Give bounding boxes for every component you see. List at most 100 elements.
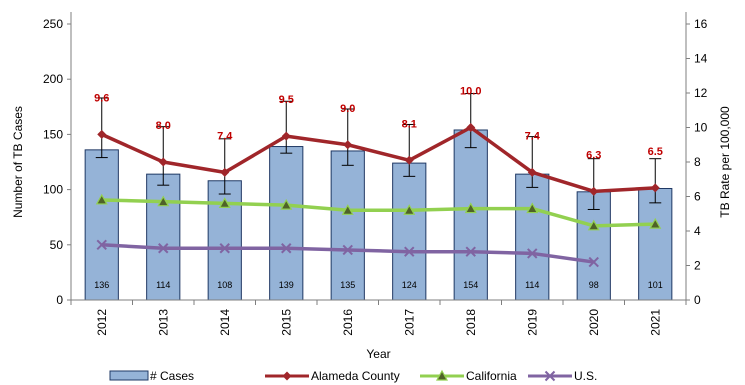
line-point-stroke <box>527 248 538 259</box>
bar-value-label: 135 <box>340 280 355 290</box>
bar-value-label: 108 <box>217 280 232 290</box>
x-tick-label: 2015 <box>279 309 293 336</box>
y2-tick-label: 10 <box>694 121 708 135</box>
line-point <box>526 202 539 214</box>
legend-label: Alameda County <box>311 369 400 383</box>
rate-value-label: 7.4 <box>525 130 541 142</box>
line-point <box>343 140 353 150</box>
rate-value-label: 8.1 <box>402 118 417 130</box>
line-point <box>464 202 477 214</box>
legend-item: California <box>420 369 517 383</box>
line-point-stroke <box>544 370 556 382</box>
labels-layer: 9.6 8.0 7.4 9.5 9.0 8.1 10.0 7.4 6.3 6.5 <box>94 86 663 162</box>
bar-value-label: 114 <box>525 280 539 290</box>
bar-value-label: 101 <box>648 280 663 290</box>
line-point <box>650 183 660 193</box>
x-axis-title: Year <box>366 347 390 361</box>
rate-value-label: 8.0 <box>156 120 171 132</box>
line-point <box>96 239 107 251</box>
line-point <box>404 246 415 257</box>
bar <box>330 150 365 301</box>
rate-value-label: 9.5 <box>279 94 294 106</box>
y-axis-title: Number of TB Cases <box>11 106 25 218</box>
line-point <box>588 256 599 268</box>
bar-value-label: 136 <box>94 280 109 290</box>
bar <box>269 146 304 301</box>
line-point <box>527 248 538 259</box>
line-point-stroke <box>219 243 230 254</box>
line-point-stroke <box>96 239 107 251</box>
legend-item: Alameda County <box>265 369 400 383</box>
line-point <box>97 129 107 139</box>
line-point <box>527 167 537 177</box>
line-point <box>220 167 230 177</box>
line-point <box>218 197 231 208</box>
x-tick-label: 2019 <box>525 309 539 336</box>
line-point <box>544 370 556 382</box>
line-point <box>342 244 353 256</box>
line-point <box>157 195 170 207</box>
legend-label: U.S. <box>574 369 597 383</box>
line-point <box>589 186 599 196</box>
line-point-stroke <box>588 256 599 268</box>
y-tick-label: 50 <box>50 238 64 252</box>
line-point-stroke <box>158 243 169 254</box>
line-point <box>158 157 168 167</box>
x-tick-label: 2016 <box>341 309 355 336</box>
bar-value-label: 139 <box>279 280 294 290</box>
line-point <box>281 131 291 141</box>
y-tick-label: 200 <box>43 72 63 86</box>
rate-value-label: 9.6 <box>94 92 109 104</box>
line-point-stroke <box>404 246 415 257</box>
x-tick-label: 2020 <box>587 309 601 336</box>
line-point <box>466 123 476 132</box>
series-line <box>101 198 656 228</box>
y2-tick-label: 8 <box>694 155 701 169</box>
bar <box>515 173 550 301</box>
x-tick-label: 2012 <box>95 309 109 336</box>
y2-tick-label: 0 <box>694 293 701 307</box>
line-point <box>282 371 292 381</box>
bar-value-label: 98 <box>589 280 599 290</box>
rate-value-label: 10.0 <box>460 86 481 98</box>
line-point <box>95 193 108 205</box>
series-line <box>101 125 656 194</box>
bar <box>146 173 181 301</box>
rate-value-label: 6.5 <box>648 146 663 158</box>
y2-tick-label: 4 <box>694 224 701 238</box>
y2-tick-label: 14 <box>694 52 708 66</box>
y-tick-label: 100 <box>43 183 63 197</box>
y2-tick-label: 16 <box>694 17 708 31</box>
rate-value-label: 6.3 <box>586 149 601 161</box>
bar <box>453 129 488 301</box>
line-point-stroke <box>465 246 476 257</box>
x-tick-label: 2013 <box>156 309 170 336</box>
bar-value-label: 114 <box>156 280 170 290</box>
x-tick-label: 2014 <box>218 309 232 336</box>
line-point-stroke <box>281 243 292 254</box>
x-tick-label: 2021 <box>648 309 662 336</box>
legend-item: # Cases <box>109 369 194 383</box>
line-point <box>404 155 414 165</box>
lines-layer <box>95 123 662 268</box>
legend-item: U.S. <box>528 369 597 383</box>
legend-label: California <box>466 369 517 383</box>
bar-value-label: 154 <box>463 280 478 290</box>
y2-tick-label: 12 <box>694 86 708 100</box>
y-tick-label: 150 <box>43 127 63 141</box>
line-point <box>587 219 600 231</box>
line-point <box>158 243 169 254</box>
x-tick-label: 2018 <box>464 309 478 336</box>
line-point <box>341 204 354 215</box>
line-point <box>280 198 293 210</box>
y2-tick-label: 6 <box>694 190 701 204</box>
line-point <box>281 243 292 254</box>
line-point <box>649 217 662 229</box>
legend-swatch <box>109 370 149 381</box>
y-tick-label: 0 <box>56 293 63 307</box>
y2-axis-title: TB Rate per 100,000 <box>718 106 732 218</box>
rate-value-label: 9.0 <box>340 103 355 115</box>
line-point-stroke <box>342 244 353 256</box>
